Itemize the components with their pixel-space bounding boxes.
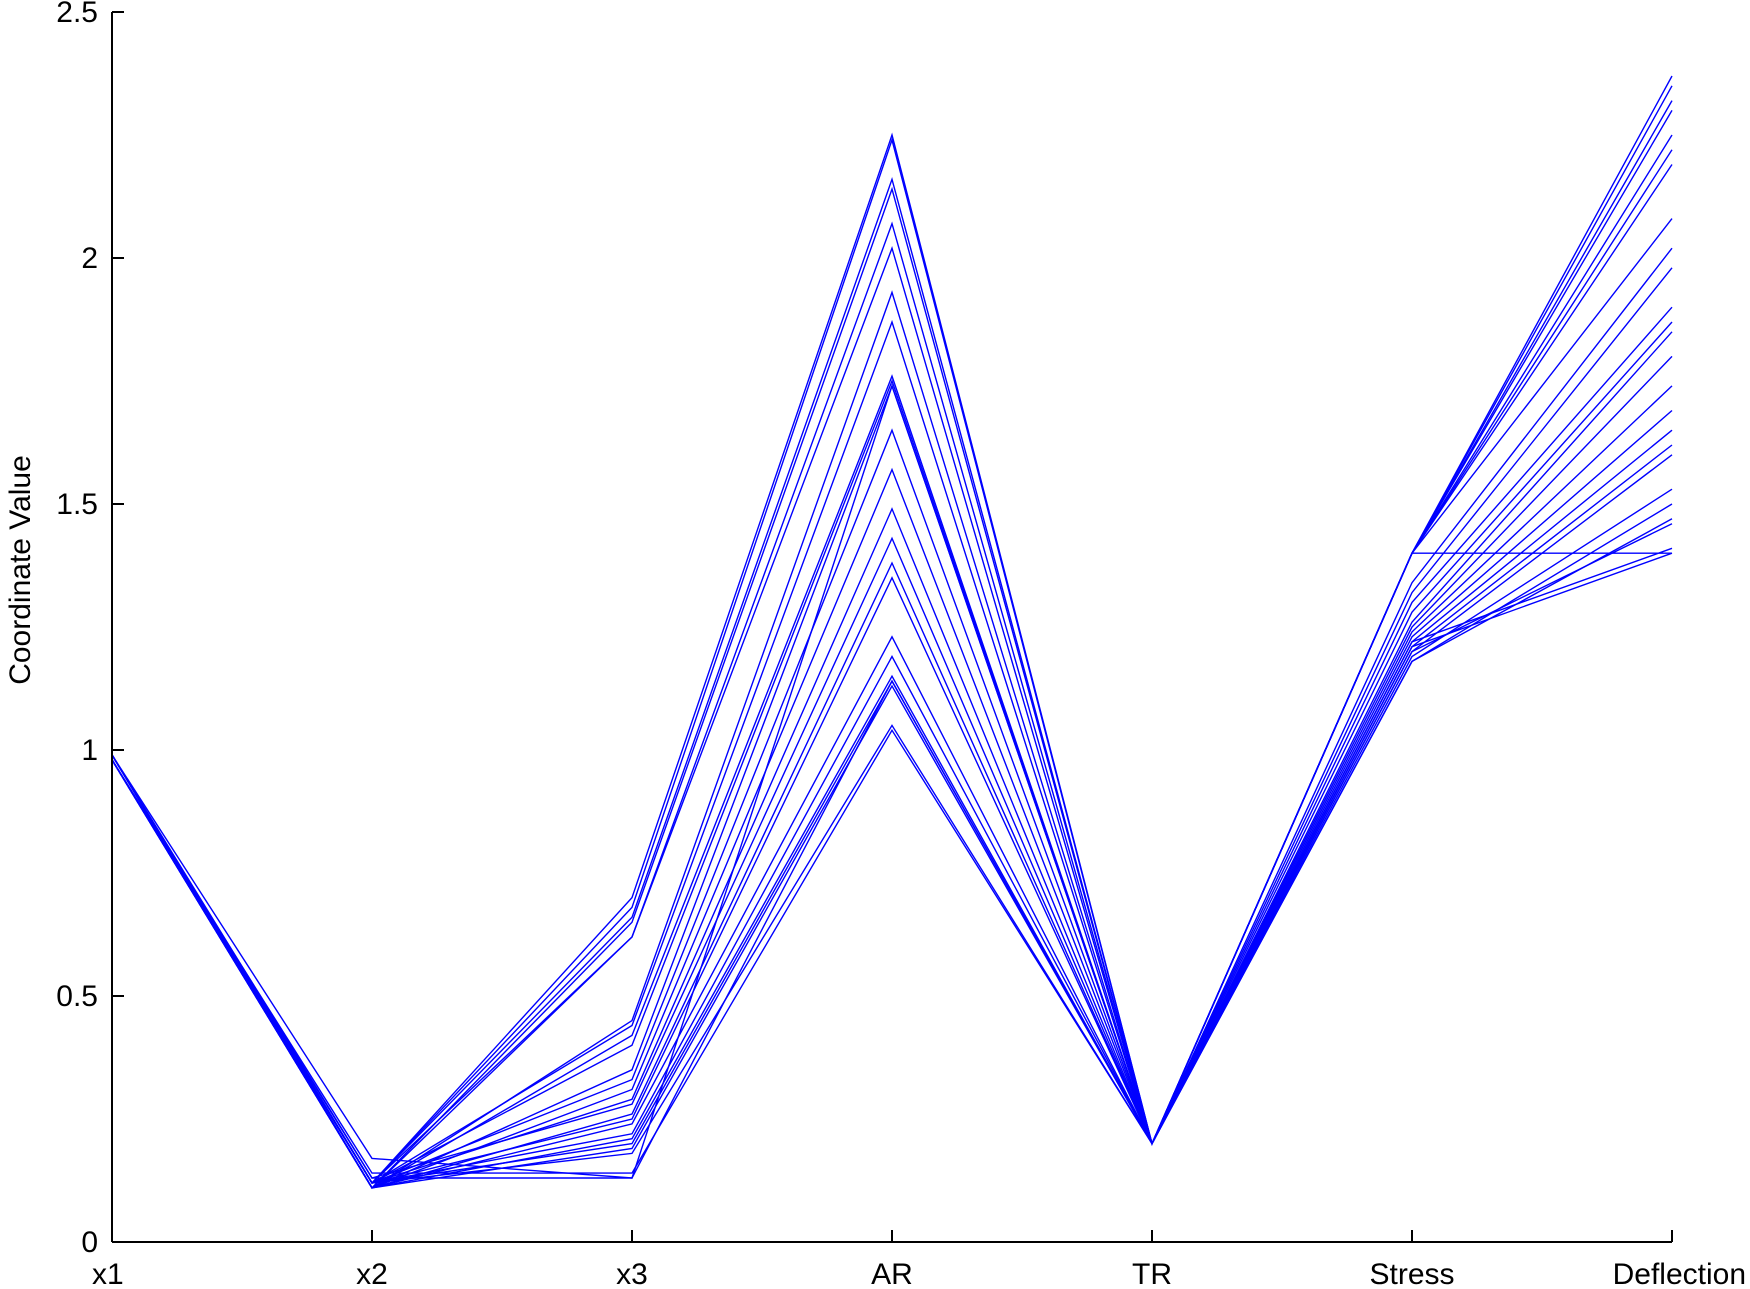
series-lines (111, 75, 1673, 1190)
y-tick-label: 1 (81, 734, 98, 767)
series-line-21 (111, 503, 1673, 1184)
series-line-18 (111, 444, 1673, 1189)
series-line-23 (111, 523, 1673, 1184)
x-tick-label: TR (1132, 1258, 1172, 1289)
x-tick-label: x2 (356, 1258, 388, 1289)
series-line-9 (111, 247, 1673, 1189)
series-line-13 (111, 331, 1673, 1189)
y-tick-label: 2.5 (56, 0, 98, 29)
y-tick-label: 2 (81, 242, 98, 275)
y-axis-ticks: 0 0.5 1 1.5 2 2.5 (56, 0, 124, 1259)
series-line-22 (111, 518, 1673, 1189)
series-line-26 (111, 383, 1672, 1179)
series-line-16 (111, 409, 1673, 1189)
x-tick-label: x1 (92, 1258, 124, 1289)
series-line-12 (111, 321, 1673, 1184)
y-tick-label: 0.5 (56, 980, 98, 1013)
x-axis-ticks: x1 x2 x3 AR TR Stress Deflection (92, 1230, 1746, 1289)
series-line-14 (111, 355, 1673, 1184)
series-line-17 (111, 429, 1673, 1184)
y-tick-label: 0 (81, 1226, 98, 1259)
series-line-11 (111, 306, 1673, 1189)
y-tick-label: 1.5 (56, 488, 98, 521)
x-tick-label: Deflection (1613, 1258, 1746, 1289)
series-line-3 (111, 100, 1673, 1185)
x-tick-label: AR (871, 1258, 913, 1289)
series-line-1 (111, 75, 1673, 1185)
x-tick-label: Stress (1369, 1258, 1454, 1289)
series-line-4 (111, 110, 1673, 1190)
series-line-24 (111, 547, 1673, 1174)
series-line-8 (111, 218, 1673, 1184)
series-line-25 (111, 552, 1673, 1179)
series-line-6 (111, 149, 1673, 1185)
y-axis-title: Coordinate Value (4, 455, 37, 685)
x-tick-label: x3 (616, 1258, 648, 1289)
